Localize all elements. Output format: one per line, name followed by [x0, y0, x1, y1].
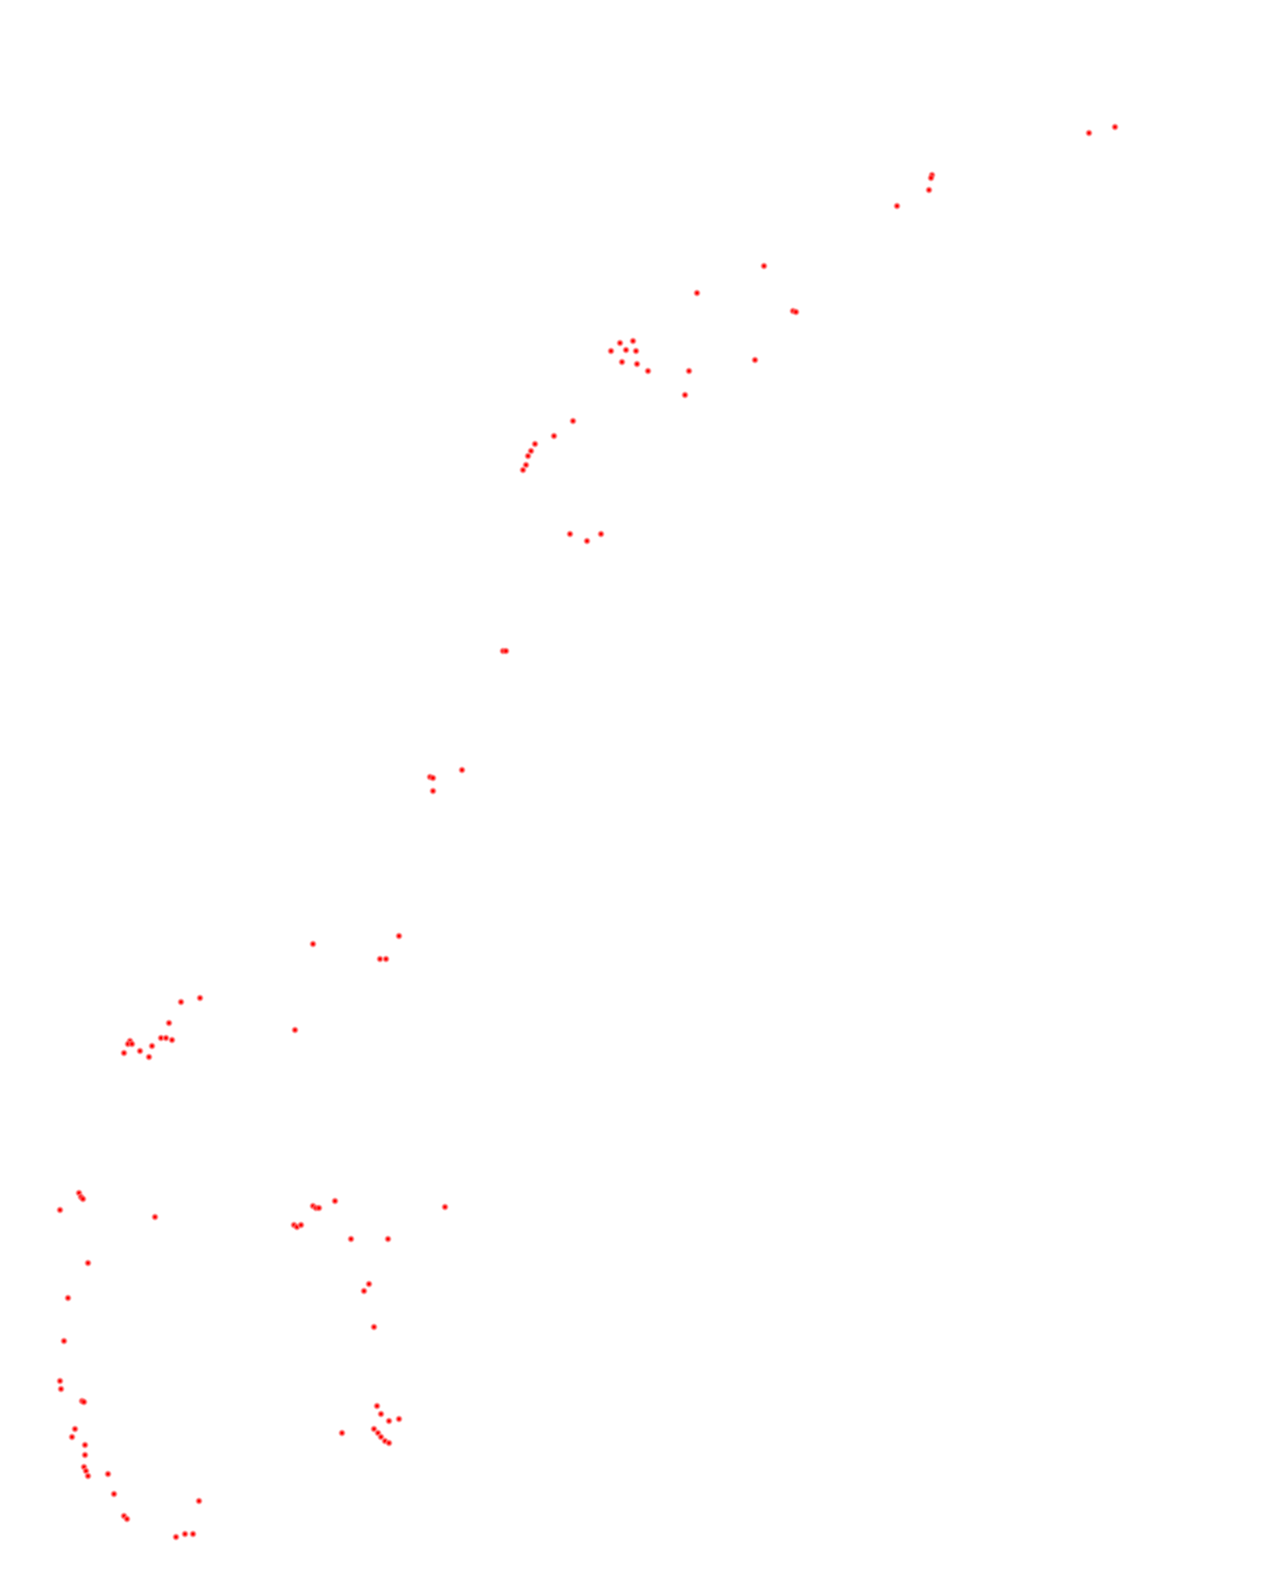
map-point	[892, 201, 902, 211]
map-point	[194, 1496, 204, 1506]
map-point	[372, 1401, 382, 1411]
map-point	[680, 390, 690, 400]
map-point	[568, 416, 578, 426]
map-point	[1110, 122, 1120, 132]
map-point	[924, 185, 934, 195]
map-point	[337, 1428, 347, 1438]
map-point	[346, 1234, 356, 1244]
map-point	[684, 366, 694, 376]
map-point	[457, 765, 467, 775]
map-point	[394, 1414, 404, 1424]
map-point	[135, 1046, 145, 1056]
map-point	[195, 993, 205, 1003]
map-point	[394, 931, 404, 941]
map-point	[384, 1416, 394, 1426]
map-point	[631, 346, 641, 356]
map-point	[621, 345, 631, 355]
map-point	[63, 1293, 73, 1303]
map-point	[565, 529, 575, 539]
map-point	[1084, 128, 1094, 138]
map-point	[119, 1048, 129, 1058]
map-point	[144, 1052, 154, 1062]
map-point	[127, 1039, 137, 1049]
map-point	[791, 307, 801, 317]
map-point	[617, 357, 627, 367]
map-point	[692, 288, 702, 298]
map-point	[147, 1041, 157, 1051]
map-point	[188, 1529, 198, 1539]
map-point	[501, 646, 511, 656]
map-point	[330, 1196, 340, 1206]
map-point	[383, 1234, 393, 1244]
map-point	[518, 465, 528, 475]
map-point	[759, 261, 769, 271]
map-point	[384, 1438, 394, 1448]
points-layer	[55, 122, 1120, 1542]
map-point	[582, 536, 592, 546]
map-point	[176, 997, 186, 1007]
map-point	[364, 1279, 374, 1289]
map-point	[180, 1529, 190, 1539]
map-point	[164, 1018, 174, 1028]
map-point	[314, 1203, 324, 1213]
map-point	[56, 1384, 66, 1394]
map-point	[615, 338, 625, 348]
map-point	[381, 954, 391, 964]
map-point	[80, 1440, 90, 1450]
map-point	[55, 1205, 65, 1215]
map-point	[55, 1376, 65, 1386]
map-point	[167, 1035, 177, 1045]
map-point	[308, 939, 318, 949]
map-point	[70, 1424, 80, 1434]
map-point	[171, 1532, 181, 1542]
map-point	[643, 366, 653, 376]
map-point	[359, 1286, 369, 1296]
map-point	[296, 1220, 306, 1230]
map-point	[596, 529, 606, 539]
map-point	[79, 1397, 89, 1407]
map-point	[926, 173, 936, 183]
map-point	[78, 1194, 88, 1204]
map-point	[83, 1258, 93, 1268]
map-point	[103, 1469, 113, 1479]
map-point	[632, 359, 642, 369]
map-point	[530, 439, 540, 449]
map-point	[67, 1432, 77, 1442]
map-point	[369, 1322, 379, 1332]
map-point	[150, 1212, 160, 1222]
map-point	[122, 1514, 132, 1524]
map-point	[440, 1202, 450, 1212]
map-point	[549, 431, 559, 441]
map-point	[59, 1336, 69, 1346]
map-point	[290, 1025, 300, 1035]
map-point	[628, 336, 638, 346]
map-point	[428, 773, 438, 783]
map-point	[523, 451, 533, 461]
map-point	[750, 355, 760, 365]
map-point	[109, 1489, 119, 1499]
map-point	[83, 1471, 93, 1481]
map-point	[376, 1409, 386, 1419]
map-point	[375, 954, 385, 964]
map-point	[428, 786, 438, 796]
map-point	[80, 1450, 90, 1460]
map-point	[606, 346, 616, 356]
